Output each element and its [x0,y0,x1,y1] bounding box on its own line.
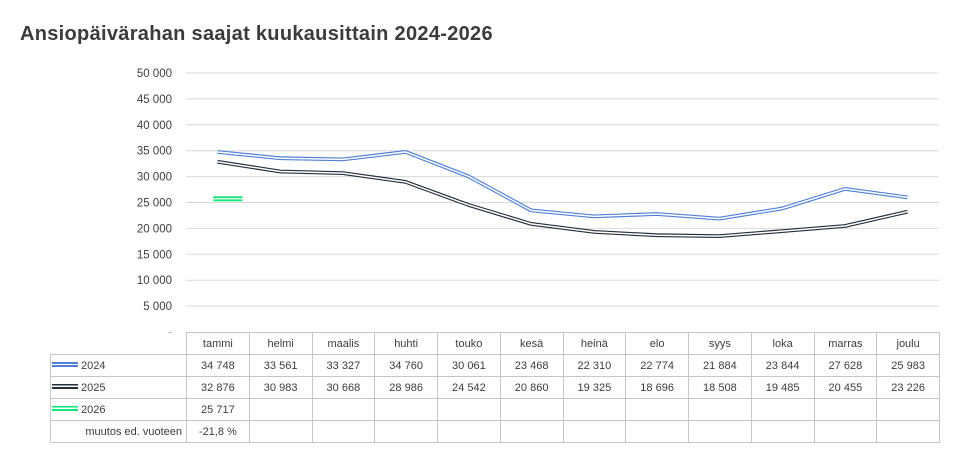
table-cell [750,398,815,421]
month-header: touko [437,332,501,355]
table-cell [248,398,313,421]
table-cell: 25 717 [186,398,250,421]
table-cell [688,398,752,421]
table-cell: 19 485 [750,376,815,399]
table-cell: 24 542 [437,376,501,399]
y-axis-tick-label: 50 000 [137,68,172,80]
month-header: joulu [876,332,940,355]
table-cell [750,420,815,443]
table-cell [374,420,438,443]
y-axis-tick-label: 20 000 [137,223,172,235]
table-cell: 21 884 [688,354,752,377]
legend-row-label: 2024 [50,354,187,377]
table-cell: 27 628 [813,354,878,377]
legend-line-swatch-2026 [52,406,78,412]
table-cell: 18 508 [688,376,752,399]
table-cell [437,398,501,421]
month-header: syys [688,332,752,355]
series-line-core-2024 [217,151,908,220]
month-header: marras [813,332,878,355]
chart-data-table: tammi helmi maalis huhti touko kesä heinä elo sy… [50,332,940,443]
month-header: tammi [186,332,250,355]
legend-line-swatch-2025 [52,384,78,390]
table-cell: 18 696 [625,376,689,399]
table-row: muutos ed. vuoteen -21,8 % [50,420,940,443]
table-row: 2025 32 876 30 983 30 668 28 986 24 542 20 860… [50,376,940,399]
table-cell: 34 760 [374,354,438,377]
table-cell [562,398,627,421]
y-axis-tick-label: 25 000 [137,198,172,210]
table-cell: 33 327 [311,354,376,377]
legend-row-label: 2026 [50,398,187,421]
table-cell [562,420,627,443]
series-line-2024 [217,149,908,221]
table-cell [625,398,689,421]
data-table-body: tammi helmi maalis huhti touko kesä heinä elo sy… [50,332,940,443]
table-cell [311,398,376,421]
month-header: huhti [374,332,438,355]
month-header: elo [625,332,689,355]
y-axis-tick-label: 10 000 [137,275,172,287]
table-cell [437,420,501,443]
table-cell: 23 844 [750,354,815,377]
table-cell: 28 986 [374,376,438,399]
month-header: kesä [499,332,564,355]
table-cell [248,420,313,443]
table-cell [374,398,438,421]
table-cell [499,420,564,443]
legend-line-swatch-2024 [52,362,78,368]
chart-title: Ansiopäivärahan saajat kuukausittain 202… [20,23,493,45]
table-cell: 23 226 [876,376,940,399]
table-cell [499,398,564,421]
series-line-core-2025 [217,160,908,237]
table-cell [876,420,940,443]
table-cell: 30 668 [311,376,376,399]
month-header: helmi [248,332,313,355]
y-axis-tick-label: 35 000 [137,146,172,158]
table-cell: -21,8 % [186,420,250,443]
y-axis-tick-label: 30 000 [137,172,172,184]
table-cell [813,398,878,421]
month-header: loka [750,332,815,355]
table-cell: 22 774 [625,354,689,377]
table-cell [625,420,689,443]
table-cell [813,420,878,443]
y-axis-tick-label: 5 000 [143,301,172,313]
change-row-label: muutos ed. vuoteen [50,420,187,443]
table-cell: 25 983 [876,354,940,377]
table-cell: 20 860 [499,376,564,399]
table-cell [876,398,940,421]
legend-row-label: 2025 [50,376,187,399]
table-cell: 23 468 [499,354,564,377]
y-axis-tick-label: 15 000 [137,249,172,261]
table-cell: 30 983 [248,376,313,399]
table-cell: 32 876 [186,376,250,399]
table-cell: 20 455 [813,376,878,399]
y-axis-tick-label: 40 000 [137,120,172,132]
month-header: heinä [562,332,627,355]
table-cell: 19 325 [562,376,627,399]
table-cell: 33 561 [248,354,313,377]
table-cell: 30 061 [437,354,501,377]
y-axis-tick-label: 45 000 [137,94,172,106]
month-header: maalis [311,332,376,355]
table-cell: 22 310 [562,354,627,377]
table-cell [311,420,376,443]
month-header-row: tammi helmi maalis huhti touko kesä heinä elo sy… [50,332,940,355]
table-cell: 34 748 [186,354,250,377]
table-row: 2024 34 748 33 561 33 327 34 760 30 061 23 468… [50,354,940,377]
table-corner [50,332,187,355]
table-row: 2026 25 717 [50,398,940,421]
table-cell [688,420,752,443]
